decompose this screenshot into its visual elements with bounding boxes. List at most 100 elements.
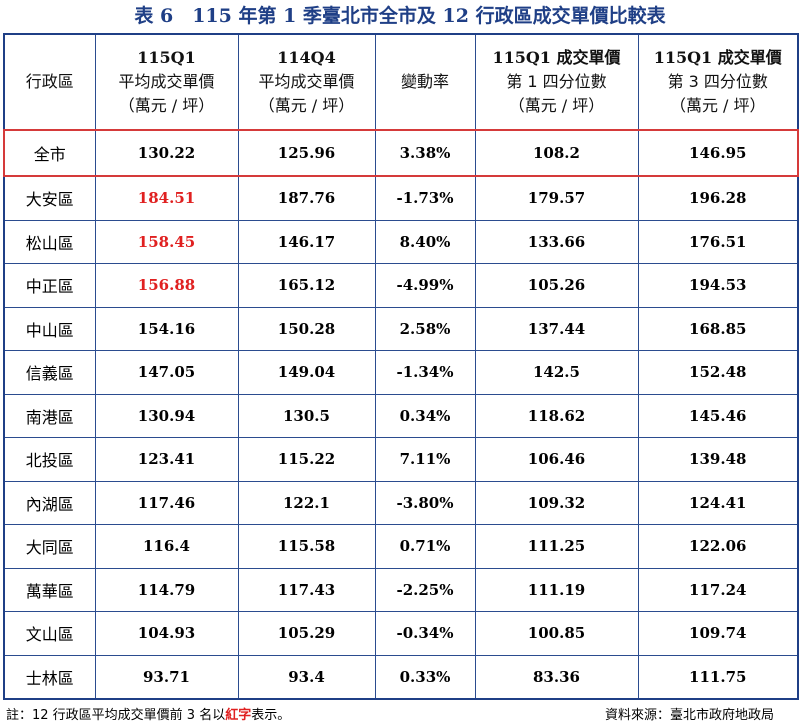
cell-avg-115q1: 93.71 <box>94 654 239 700</box>
data-source: 資料來源：臺北市政府地政局 <box>604 708 774 723</box>
cell-avg-115q1: 130.22 <box>94 129 239 177</box>
cell-q1: 118.62 <box>474 393 639 438</box>
header-q3: 115Q1 成交單價 第 3 四分位數 （萬元 / 坪） <box>637 33 799 131</box>
cell-change: 0.34% <box>374 393 476 438</box>
table-body: 全市 130.22 125.96 3.38% 108.2 146.95 大安區 … <box>3 129 799 700</box>
cell-change: -2.25% <box>374 567 476 612</box>
cell-q3: 146.95 <box>637 129 799 177</box>
cell-change: -1.34% <box>374 350 476 395</box>
cell-q3: 117.24 <box>637 567 799 612</box>
header-avg-114q4-period: 114Q4 <box>277 48 336 67</box>
cell-q1: 109.32 <box>474 480 639 525</box>
cell-district: 士林區 <box>3 654 96 700</box>
cell-avg-115q1-top3: 158.45 <box>94 219 239 264</box>
cell-q1: 100.85 <box>474 611 639 656</box>
cell-avg-114q4: 150.28 <box>237 306 376 351</box>
header-district: 行政區 <box>3 33 96 131</box>
cell-q3: 176.51 <box>637 219 799 264</box>
cell-q1: 108.2 <box>474 129 639 177</box>
cell-district: 中山區 <box>3 306 96 351</box>
cell-avg-115q1-top3: 156.88 <box>94 263 239 308</box>
cell-district: 文山區 <box>3 611 96 656</box>
table-row: 文山區 104.93 105.29 -0.34% 100.85 109.74 <box>3 611 799 656</box>
header-q3-unit: （萬元 / 坪） <box>669 96 766 115</box>
cell-q1: 105.26 <box>474 263 639 308</box>
header-change-rate: 變動率 <box>374 33 476 131</box>
header-avg-115q1-unit: （萬元 / 坪） <box>118 96 215 115</box>
cell-q3: 196.28 <box>637 175 799 221</box>
cell-change: -1.73% <box>374 175 476 221</box>
cell-q1: 111.19 <box>474 567 639 612</box>
header-q3-label: 第 3 四分位數 <box>667 72 768 91</box>
cell-change: 0.33% <box>374 654 476 700</box>
cell-q1: 111.25 <box>474 524 639 569</box>
header-avg-114q4: 114Q4 平均成交單價 （萬元 / 坪） <box>237 33 376 131</box>
header-q1-label: 第 1 四分位數 <box>506 72 607 91</box>
header-avg-114q4-label: 平均成交單價 <box>258 72 355 91</box>
cell-avg-115q1-top3: 184.51 <box>94 175 239 221</box>
footnote-prefix: 註：12 行政區平均成交單價前 3 名以 <box>6 708 226 723</box>
cell-change: 0.71% <box>374 524 476 569</box>
table-row-city: 全市 130.22 125.96 3.38% 108.2 146.95 <box>3 129 799 177</box>
cell-q3: 152.48 <box>637 350 799 395</box>
cell-q3: 168.85 <box>637 306 799 351</box>
cell-district: 大安區 <box>3 175 96 221</box>
table-header: 行政區 115Q1 平均成交單價 （萬元 / 坪） 114Q4 平均成交單價 （… <box>3 33 799 131</box>
table-row: 大安區 184.51 187.76 -1.73% 179.57 196.28 <box>3 175 799 221</box>
cell-district: 內湖區 <box>3 480 96 525</box>
cell-avg-114q4: 122.1 <box>237 480 376 525</box>
cell-avg-114q4: 117.43 <box>237 567 376 612</box>
cell-q3: 109.74 <box>637 611 799 656</box>
footnote: 註：12 行政區平均成交單價前 3 名以紅字表示。 <box>6 706 290 726</box>
table-row: 松山區 158.45 146.17 8.40% 133.66 176.51 <box>3 219 799 264</box>
footnote-suffix: 表示。 <box>251 708 291 723</box>
cell-q3: 111.75 <box>637 654 799 700</box>
cell-avg-114q4: 187.76 <box>237 175 376 221</box>
cell-change: -0.34% <box>374 611 476 656</box>
cell-avg-115q1: 147.05 <box>94 350 239 395</box>
header-avg-115q1: 115Q1 平均成交單價 （萬元 / 坪） <box>94 33 239 131</box>
cell-q3: 122.06 <box>637 524 799 569</box>
cell-avg-114q4: 93.4 <box>237 654 376 700</box>
cell-district: 松山區 <box>3 219 96 264</box>
cell-change: -3.80% <box>374 480 476 525</box>
table-row: 士林區 93.71 93.4 0.33% 83.36 111.75 <box>3 654 799 700</box>
table-row: 內湖區 117.46 122.1 -3.80% 109.32 124.41 <box>3 480 799 525</box>
cell-district: 北投區 <box>3 437 96 482</box>
cell-q1: 83.36 <box>474 654 639 700</box>
cell-avg-115q1: 104.93 <box>94 611 239 656</box>
cell-change: 8.40% <box>374 219 476 264</box>
cell-avg-114q4: 115.22 <box>237 437 376 482</box>
cell-avg-114q4: 130.5 <box>237 393 376 438</box>
cell-avg-114q4: 149.04 <box>237 350 376 395</box>
header-change-rate-label: 變動率 <box>400 72 449 91</box>
cell-q1: 142.5 <box>474 350 639 395</box>
header-avg-115q1-period: 115Q1 <box>137 48 196 67</box>
cell-district: 南港區 <box>3 393 96 438</box>
table-row: 信義區 147.05 149.04 -1.34% 142.5 152.48 <box>3 350 799 395</box>
cell-avg-115q1: 154.16 <box>94 306 239 351</box>
cell-q3: 139.48 <box>637 437 799 482</box>
cell-district: 全市 <box>3 129 96 177</box>
table-row: 北投區 123.41 115.22 7.11% 106.46 139.48 <box>3 437 799 482</box>
cell-q1: 133.66 <box>474 219 639 264</box>
cell-change: 3.38% <box>374 129 476 177</box>
cell-change: -4.99% <box>374 263 476 308</box>
cell-avg-115q1: 114.79 <box>94 567 239 612</box>
header-district-label: 行政區 <box>25 72 74 91</box>
cell-q3: 194.53 <box>637 263 799 308</box>
cell-q3: 124.41 <box>637 480 799 525</box>
cell-avg-115q1: 130.94 <box>94 393 239 438</box>
cell-q3: 145.46 <box>637 393 799 438</box>
table-row: 中山區 154.16 150.28 2.58% 137.44 168.85 <box>3 306 799 351</box>
header-q1: 115Q1 成交單價 第 1 四分位數 （萬元 / 坪） <box>474 33 639 131</box>
footer: 註：12 行政區平均成交單價前 3 名以紅字表示。 資料來源：臺北市政府地政局 <box>6 706 774 726</box>
cell-change: 2.58% <box>374 306 476 351</box>
cell-change: 7.11% <box>374 437 476 482</box>
cell-district: 信義區 <box>3 350 96 395</box>
cell-avg-114q4: 105.29 <box>237 611 376 656</box>
cell-avg-115q1: 116.4 <box>94 524 239 569</box>
cell-avg-114q4: 146.17 <box>237 219 376 264</box>
price-comparison-table: 行政區 115Q1 平均成交單價 （萬元 / 坪） 114Q4 平均成交單價 （… <box>3 33 799 700</box>
cell-avg-114q4: 125.96 <box>237 129 376 177</box>
